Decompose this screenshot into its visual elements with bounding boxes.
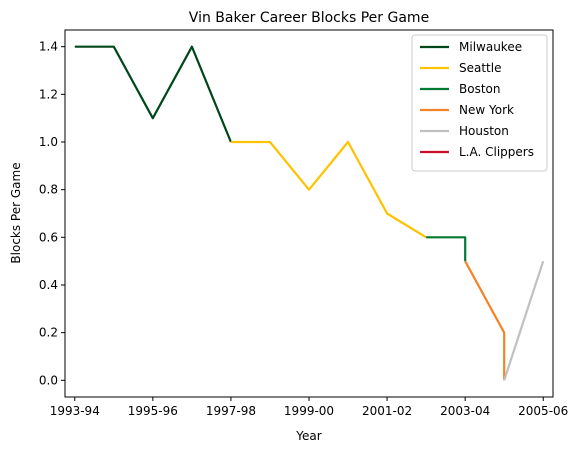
chart-title: Vin Baker Career Blocks Per Game bbox=[189, 10, 429, 26]
x-axis-ticks: 1993-94 1995-96 1997-98 1999-00 2001-02 2003-… bbox=[50, 397, 568, 418]
legend-label-houston: Houston bbox=[459, 124, 509, 138]
series-line-houston bbox=[503, 260, 545, 381]
y-tick-label: 0.6 bbox=[39, 230, 58, 244]
legend-label-l-a-clippers: L.A. Clippers bbox=[459, 145, 534, 159]
y-tick-label: 0.4 bbox=[39, 278, 58, 292]
series-line-boston bbox=[426, 236, 467, 262]
legend-label-new-york: New York bbox=[459, 103, 514, 117]
legend-label-boston: Boston bbox=[459, 82, 500, 96]
x-tick-label: 2001-02 bbox=[362, 404, 412, 418]
x-tick-label: 1993-94 bbox=[50, 404, 100, 418]
series-layer bbox=[74, 45, 545, 381]
legend-items: Milwaukee Seattle Boston New York Houston L.A… bbox=[420, 40, 534, 159]
x-axis-label: Year bbox=[295, 429, 321, 443]
x-tick-label: 1995-96 bbox=[128, 404, 178, 418]
legend-label-seattle: Seattle bbox=[459, 61, 501, 75]
legend: Milwaukee Seattle Boston New York Houston L.A… bbox=[411, 34, 548, 172]
x-tick-label: 2003-04 bbox=[440, 404, 490, 418]
y-axis-label: Blocks Per Game bbox=[9, 162, 23, 263]
y-tick-label: 1.0 bbox=[39, 135, 58, 149]
y-tick-label: 0.8 bbox=[39, 183, 58, 197]
y-tick-label: 0.0 bbox=[39, 373, 58, 387]
legend-label-milwaukee: Milwaukee bbox=[459, 40, 522, 54]
y-tick-label: 0.2 bbox=[39, 326, 58, 340]
y-axis-ticks: 0.0 0.2 0.4 0.6 0.8 1.0 1.2 1.4 bbox=[39, 40, 65, 387]
y-tick-label: 1.4 bbox=[39, 40, 58, 54]
series-line-seattle bbox=[230, 140, 427, 239]
x-tick-label: 1997-98 bbox=[206, 404, 256, 418]
series-line-new-york bbox=[464, 260, 506, 381]
x-tick-label: 2005-06 bbox=[518, 404, 568, 418]
y-tick-label: 1.2 bbox=[39, 87, 58, 101]
x-tick-label: 1999-00 bbox=[284, 404, 334, 418]
series-line-milwaukee bbox=[74, 45, 232, 143]
